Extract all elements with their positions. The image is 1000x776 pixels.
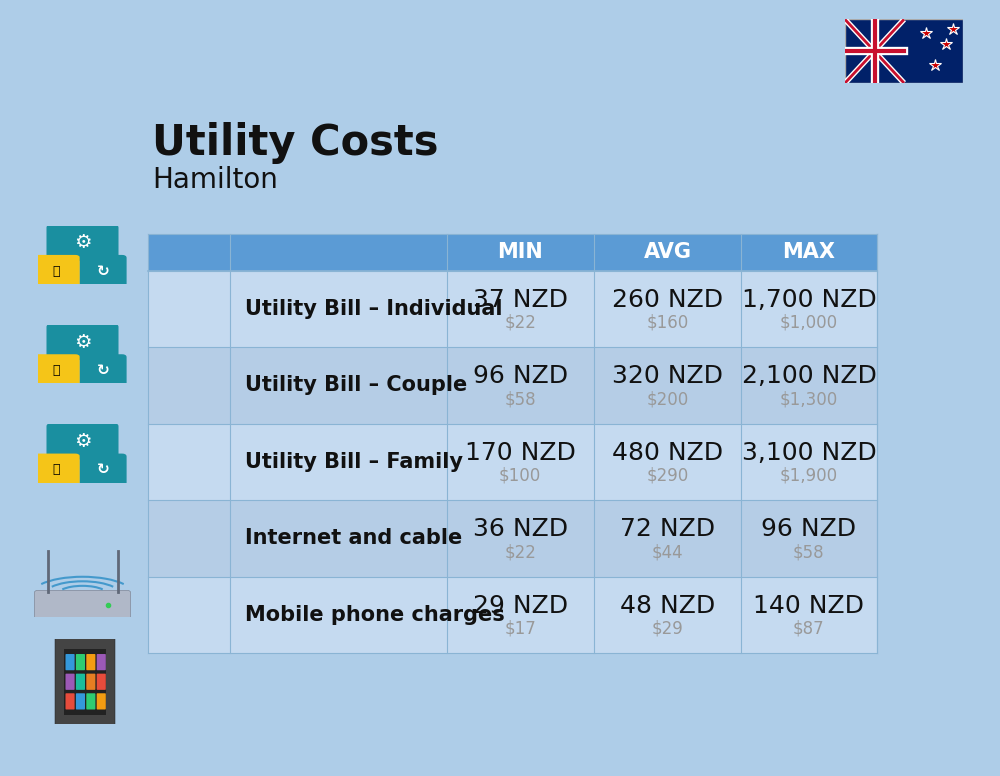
Text: ⚙: ⚙ [74, 333, 91, 352]
FancyBboxPatch shape [47, 423, 119, 459]
Text: ⚙: ⚙ [74, 234, 91, 252]
Text: 140 NZD: 140 NZD [753, 594, 864, 618]
FancyBboxPatch shape [80, 453, 127, 486]
FancyBboxPatch shape [148, 347, 877, 424]
Text: Utility Bill – Family: Utility Bill – Family [245, 452, 463, 472]
FancyBboxPatch shape [148, 234, 877, 271]
Text: 🔌: 🔌 [53, 463, 60, 476]
Text: Mobile phone charges: Mobile phone charges [245, 605, 505, 625]
FancyBboxPatch shape [66, 654, 75, 670]
Text: 29 NZD: 29 NZD [473, 594, 568, 618]
Text: 1,700 NZD: 1,700 NZD [742, 288, 876, 312]
Text: $44: $44 [652, 543, 683, 561]
FancyBboxPatch shape [97, 674, 106, 690]
Text: 480 NZD: 480 NZD [612, 441, 723, 465]
Text: 260 NZD: 260 NZD [612, 288, 723, 312]
Text: $87: $87 [793, 619, 825, 638]
FancyBboxPatch shape [97, 654, 106, 670]
Text: ⚙: ⚙ [74, 432, 91, 451]
FancyBboxPatch shape [148, 424, 877, 500]
Text: Utility Costs: Utility Costs [152, 122, 439, 164]
Text: $58: $58 [504, 390, 536, 408]
FancyBboxPatch shape [80, 354, 127, 386]
FancyBboxPatch shape [76, 674, 85, 690]
Text: $290: $290 [646, 466, 689, 484]
FancyBboxPatch shape [47, 324, 119, 360]
Text: MIN: MIN [497, 242, 543, 262]
FancyBboxPatch shape [34, 591, 130, 619]
FancyBboxPatch shape [76, 654, 85, 670]
Text: 48 NZD: 48 NZD [620, 594, 715, 618]
Text: $22: $22 [504, 543, 536, 561]
Text: 37 NZD: 37 NZD [473, 288, 568, 312]
Text: MAX: MAX [782, 242, 835, 262]
FancyBboxPatch shape [148, 577, 877, 653]
Text: $1,900: $1,900 [780, 466, 838, 484]
Text: $200: $200 [646, 390, 689, 408]
FancyBboxPatch shape [80, 255, 127, 287]
FancyBboxPatch shape [33, 354, 80, 386]
FancyBboxPatch shape [47, 225, 119, 261]
Text: $17: $17 [504, 619, 536, 638]
Text: $100: $100 [499, 466, 541, 484]
Text: 96 NZD: 96 NZD [473, 364, 568, 388]
Text: $29: $29 [652, 619, 683, 638]
Text: ↻: ↻ [97, 462, 110, 477]
Text: $58: $58 [793, 543, 825, 561]
Text: AVG: AVG [644, 242, 692, 262]
Text: Hamilton: Hamilton [152, 166, 278, 194]
Text: ↻: ↻ [97, 363, 110, 378]
FancyBboxPatch shape [845, 19, 963, 83]
FancyBboxPatch shape [66, 674, 75, 690]
Text: $1,300: $1,300 [780, 390, 838, 408]
Text: ↻: ↻ [97, 264, 110, 279]
FancyBboxPatch shape [76, 693, 85, 709]
FancyBboxPatch shape [64, 649, 106, 715]
FancyBboxPatch shape [55, 633, 115, 729]
Text: Utility Bill – Individual: Utility Bill – Individual [245, 299, 503, 319]
FancyBboxPatch shape [33, 255, 80, 287]
Text: Utility Bill – Couple: Utility Bill – Couple [245, 376, 467, 395]
Text: 36 NZD: 36 NZD [473, 517, 568, 541]
FancyBboxPatch shape [86, 674, 95, 690]
FancyBboxPatch shape [33, 453, 80, 486]
Text: 170 NZD: 170 NZD [465, 441, 576, 465]
Text: 320 NZD: 320 NZD [612, 364, 723, 388]
Text: 72 NZD: 72 NZD [620, 517, 715, 541]
Text: 🔌: 🔌 [53, 265, 60, 278]
Text: 3,100 NZD: 3,100 NZD [742, 441, 876, 465]
Text: 2,100 NZD: 2,100 NZD [742, 364, 876, 388]
FancyBboxPatch shape [148, 271, 877, 347]
FancyBboxPatch shape [97, 693, 106, 709]
Text: Internet and cable: Internet and cable [245, 528, 462, 549]
FancyBboxPatch shape [86, 693, 95, 709]
Text: 96 NZD: 96 NZD [761, 517, 856, 541]
Text: $1,000: $1,000 [780, 314, 838, 331]
Text: $22: $22 [504, 314, 536, 331]
FancyBboxPatch shape [66, 693, 75, 709]
Text: 🔌: 🔌 [53, 364, 60, 377]
FancyBboxPatch shape [148, 500, 877, 577]
Text: $160: $160 [646, 314, 689, 331]
FancyBboxPatch shape [86, 654, 95, 670]
